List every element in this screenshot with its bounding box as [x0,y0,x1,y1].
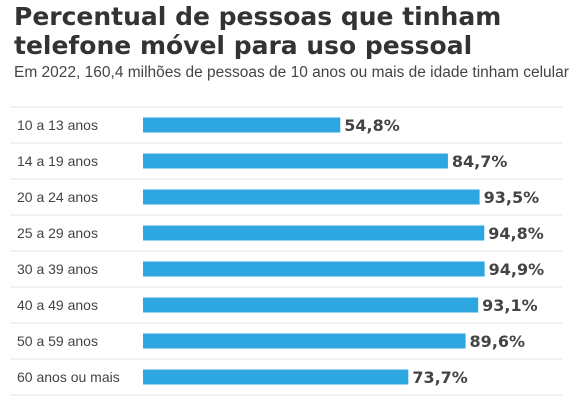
chart-subtitle: Em 2022, 160,4 milhões de pessoas de 10 … [14,64,569,81]
category-label: 50 a 59 anos [17,333,98,349]
category-label: 30 a 39 anos [17,261,98,277]
chart-title: Percentual de pessoas que tinham telefon… [14,2,502,60]
category-label: 25 a 29 anos [17,225,98,241]
value-label: 54,8% [344,116,400,135]
bar [143,189,480,205]
value-label: 84,7% [452,152,508,171]
category-label: 20 a 24 anos [17,189,98,205]
value-label: 94,9% [489,260,545,279]
value-label: 89,6% [470,332,526,351]
category-label: 40 a 49 anos [17,297,98,313]
bar [143,297,479,313]
value-label: 73,7% [412,368,468,387]
category-label: 14 a 19 anos [17,153,98,169]
category-label: 10 a 13 anos [17,117,98,133]
bar [143,369,409,385]
category-label: 60 anos ou mais [17,369,120,385]
bar [143,117,341,133]
value-label: 93,1% [482,296,538,315]
value-label: 94,8% [488,224,544,243]
bar [143,225,485,241]
bar [143,261,485,277]
bar [143,153,448,169]
value-label: 93,5% [484,188,540,207]
bar [143,333,466,349]
